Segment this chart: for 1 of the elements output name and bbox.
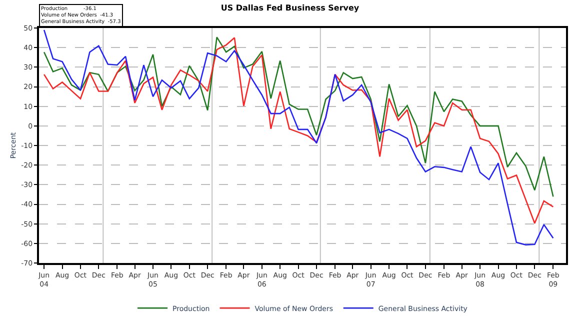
chart-title: US Dallas Fed Business Servey <box>220 4 360 13</box>
